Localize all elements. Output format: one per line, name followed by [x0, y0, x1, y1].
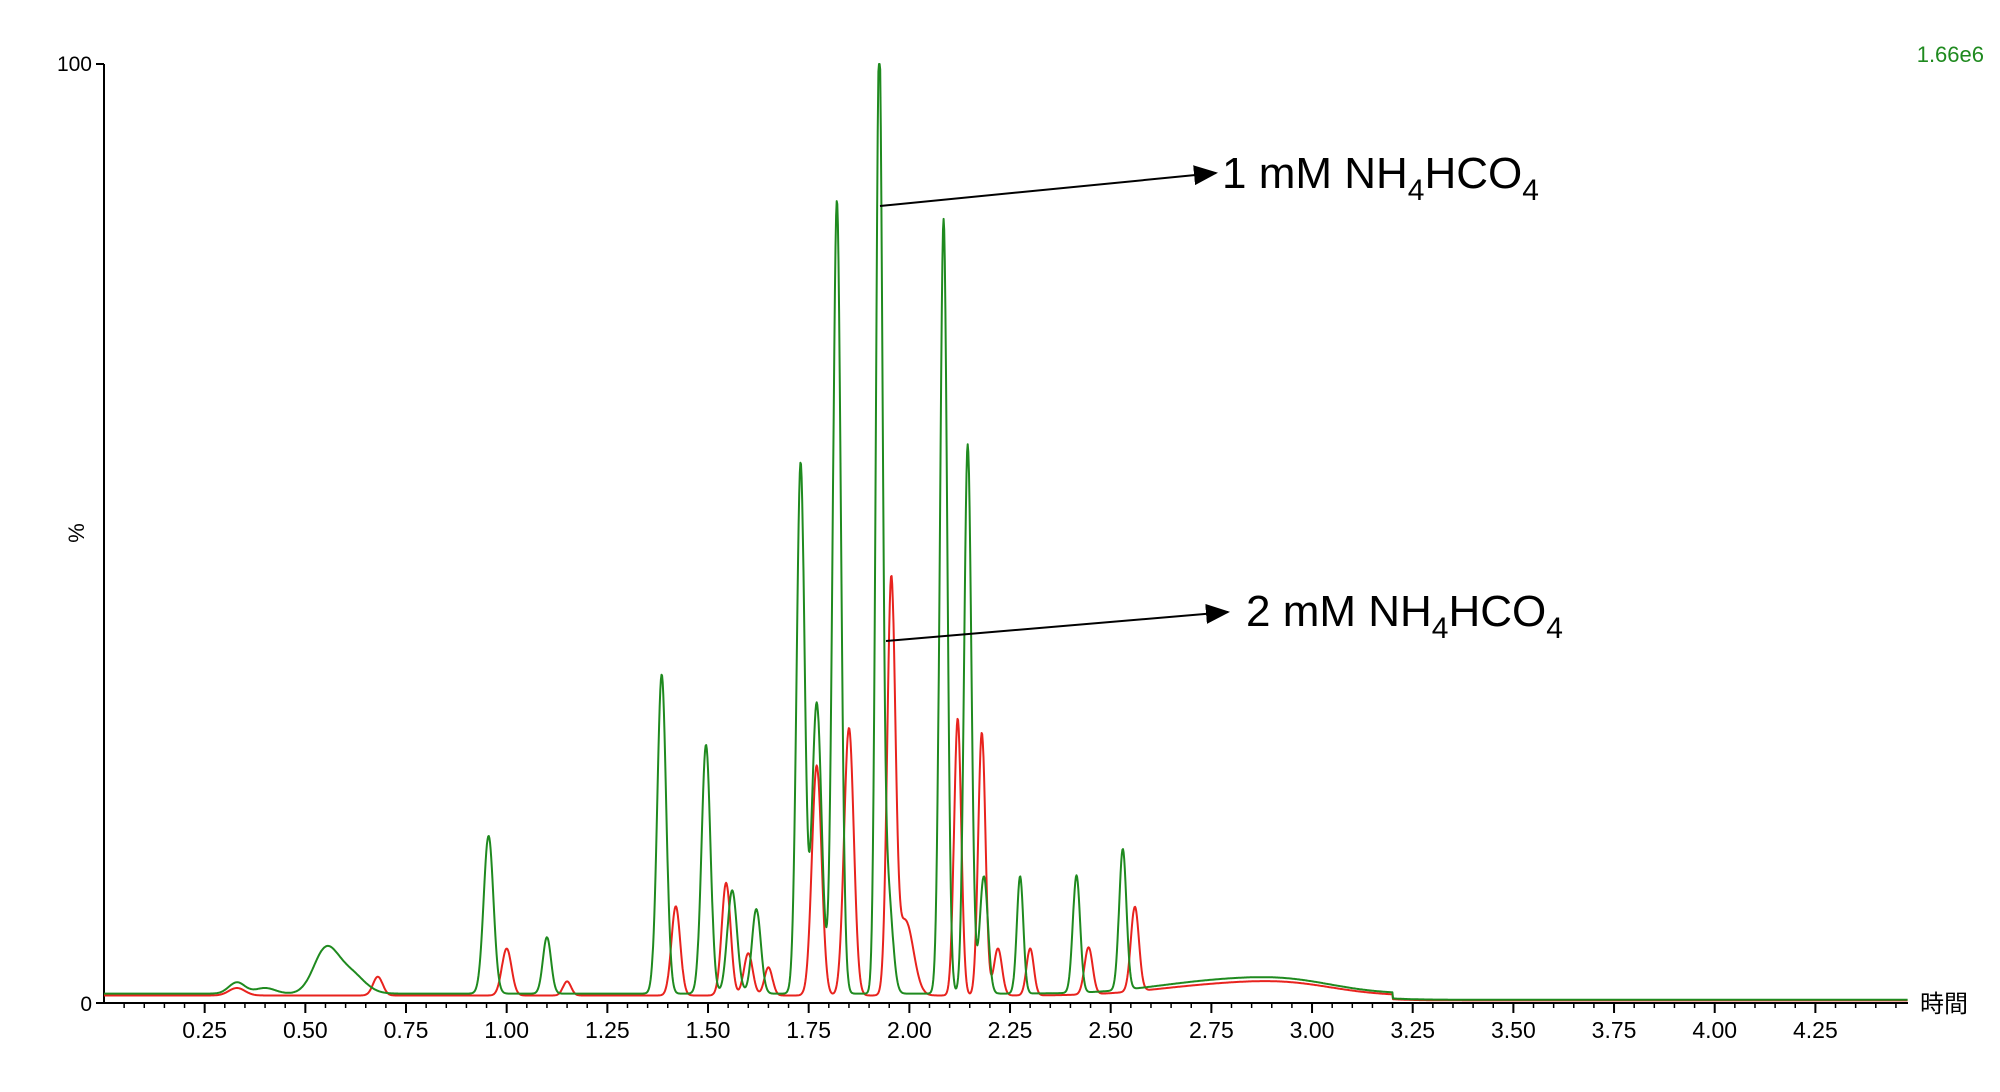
x-ticks: 0.25 0.50 0.75 1.00 1.25 1.50 1.75 2.00 2.25 2.50… — [182, 1003, 1838, 1043]
annotation-1mM-mid: HCO — [1424, 149, 1522, 198]
x-tick-label: 2.50 — [1088, 1017, 1133, 1043]
annotation-2mM-sub2: 4 — [1546, 612, 1563, 645]
annotation-1mM-sub1: 4 — [1408, 174, 1425, 207]
y-tick-label-100: 100 — [57, 53, 92, 76]
annotation-arrow-1mM — [879, 165, 1218, 207]
annotation-2mM-sub1: 4 — [1432, 612, 1449, 645]
x-tick-label: 2.00 — [887, 1017, 932, 1043]
x-tick-label: 0.25 — [182, 1017, 227, 1043]
annotation-arrow-2mM — [885, 603, 1230, 642]
annotation-2mM-main: 2 mM NH — [1246, 587, 1432, 636]
annotation-1mM-sub2: 4 — [1522, 174, 1539, 207]
annotations: 1 mM NH4HCO4 2 mM NH4HCO4 — [879, 149, 1563, 645]
annotation-2mM-mid: HCO — [1448, 587, 1546, 636]
y-axis-label: % — [64, 523, 89, 543]
x-tick-label: 2.75 — [1189, 1017, 1234, 1043]
x-tick-label: 0.75 — [384, 1017, 429, 1043]
series-line-2mM — [103, 575, 1908, 1002]
x-tick-label: 4.00 — [1692, 1017, 1737, 1043]
series-layer — [103, 63, 1908, 1002]
x-tick-label: 3.75 — [1592, 1017, 1637, 1043]
y-tick-label-0: 0 — [80, 993, 92, 1016]
x-tick-label: 1.25 — [585, 1017, 630, 1043]
x-tick-label: 3.25 — [1390, 1017, 1435, 1043]
x-tick-label: 2.25 — [988, 1017, 1033, 1043]
x-tick-label: 3.50 — [1491, 1017, 1536, 1043]
annotation-label-1mM: 1 mM NH4HCO4 — [1222, 149, 1539, 207]
x-axis-label: 時間 — [1920, 991, 1968, 1018]
intensity-scale-label: 1.66e6 — [1917, 42, 1984, 67]
x-tick-label: 1.75 — [786, 1017, 831, 1043]
annotation-1mM-main: 1 mM NH — [1222, 149, 1408, 198]
x-tick-label: 4.25 — [1793, 1017, 1838, 1043]
x-tick-label: 1.00 — [484, 1017, 529, 1043]
x-tick-label: 1.50 — [686, 1017, 731, 1043]
x-tick-label: 0.50 — [283, 1017, 328, 1043]
axes: 100 0 % 時間 1.66e6 0.25 0.50 0.75 1.00 1.25 1.… — [57, 42, 1984, 1043]
x-tick-label: 3.00 — [1290, 1017, 1335, 1043]
annotation-label-2mM: 2 mM NH4HCO4 — [1246, 587, 1563, 645]
series-line-1mM — [103, 63, 1908, 1001]
